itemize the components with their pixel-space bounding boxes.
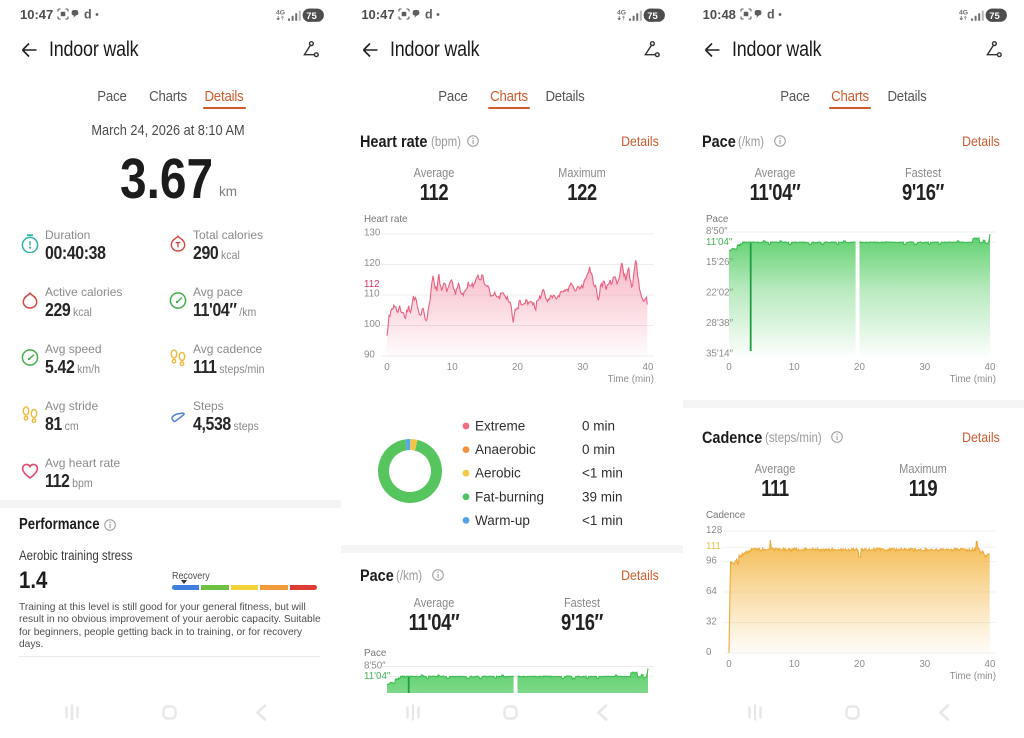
svg-text:112: 112 (364, 279, 380, 290)
svg-text:0: 0 (726, 659, 732, 670)
svg-text:20: 20 (854, 362, 865, 373)
svg-text:<1 min: <1 min (582, 513, 623, 528)
svg-text:d: d (767, 8, 775, 22)
svg-text:Anaerobic: Anaerobic (475, 442, 536, 457)
svg-text:d: d (84, 8, 92, 22)
svg-text:0: 0 (706, 647, 712, 658)
svg-text:Time (min): Time (min) (949, 671, 995, 682)
svg-text:32: 32 (706, 616, 717, 627)
svg-text:Aerobic: Aerobic (475, 466, 521, 481)
svg-text:20: 20 (854, 659, 865, 670)
svg-text:<1 min: <1 min (582, 466, 623, 481)
svg-text:28'38″: 28'38″ (706, 318, 734, 329)
svg-text:120: 120 (364, 258, 381, 269)
svg-text:Fat-burning: Fat-burning (475, 489, 544, 504)
svg-text:Time (min): Time (min) (949, 374, 995, 385)
svg-text:11'04″: 11'04″ (706, 237, 733, 248)
svg-text:40: 40 (984, 659, 995, 670)
svg-text:Extreme: Extreme (475, 418, 525, 433)
svg-text:0: 0 (726, 362, 732, 373)
svg-text:40: 40 (643, 362, 654, 373)
svg-text:0: 0 (385, 362, 391, 373)
svg-text:30: 30 (919, 659, 930, 670)
svg-text:75: 75 (306, 11, 317, 22)
svg-text:39 min: 39 min (582, 489, 622, 504)
svg-text:35'14″: 35'14″ (706, 348, 734, 359)
svg-text:20: 20 (512, 362, 523, 373)
svg-text:111: 111 (706, 541, 721, 552)
svg-text:64: 64 (706, 586, 717, 597)
svg-text:d: d (425, 8, 433, 22)
svg-text:8′50″: 8′50″ (364, 660, 386, 671)
svg-text:Heart rate: Heart rate (364, 214, 408, 225)
svg-text:10: 10 (447, 362, 458, 373)
svg-text:96: 96 (706, 555, 717, 566)
svg-text:4G: 4G (617, 10, 626, 17)
svg-text:30: 30 (919, 362, 930, 373)
svg-text:75: 75 (648, 11, 659, 22)
svg-text:4G: 4G (959, 10, 968, 17)
svg-text:22'02″: 22'02″ (706, 287, 734, 298)
svg-text:Pace: Pace (364, 648, 386, 659)
svg-text:130: 130 (364, 227, 381, 238)
svg-text:128: 128 (706, 525, 723, 536)
svg-text:11'04″: 11'04″ (364, 671, 391, 682)
svg-text:Time (min): Time (min) (608, 374, 654, 385)
svg-text:90: 90 (364, 349, 375, 360)
svg-text:10: 10 (788, 659, 799, 670)
svg-text:4G: 4G (276, 10, 285, 17)
svg-text:15'26″: 15'26″ (706, 257, 734, 268)
svg-text:110: 110 (364, 288, 380, 299)
svg-text:40: 40 (984, 362, 995, 373)
svg-text:30: 30 (578, 362, 589, 373)
svg-text:10: 10 (788, 362, 799, 373)
svg-text:Warm-up: Warm-up (475, 513, 530, 528)
svg-text:100: 100 (364, 319, 381, 330)
svg-text:Pace: Pace (706, 214, 728, 225)
svg-text:75: 75 (989, 11, 1000, 22)
svg-text:0 min: 0 min (582, 442, 615, 457)
svg-text:Cadence: Cadence (706, 510, 745, 521)
svg-text:0 min: 0 min (582, 418, 615, 433)
svg-text:8′50″: 8′50″ (706, 226, 728, 237)
